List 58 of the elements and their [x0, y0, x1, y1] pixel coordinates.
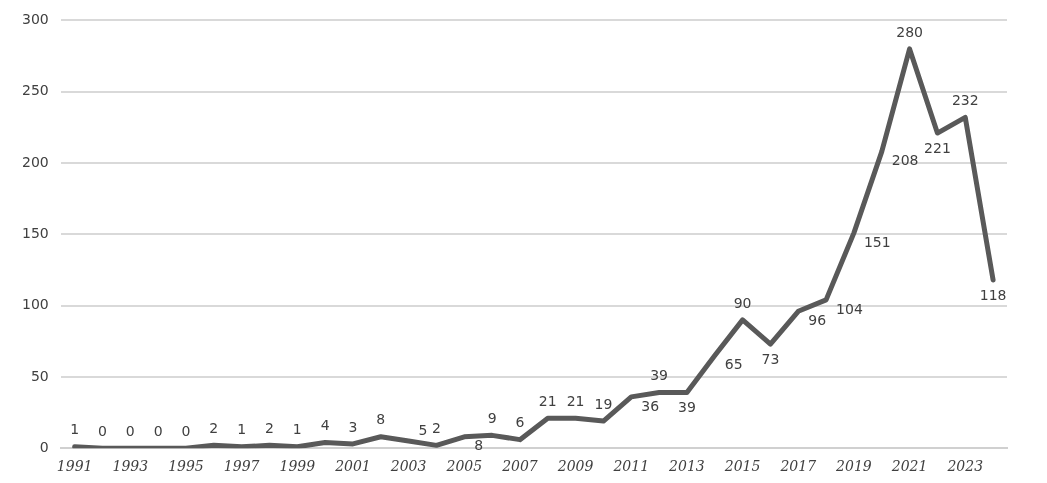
data-label: 73	[761, 350, 780, 367]
data-label: 96	[808, 311, 827, 328]
x-tick-label: 2021	[890, 458, 928, 475]
y-tick-label: 0	[39, 438, 49, 455]
data-label: 36	[641, 397, 660, 414]
x-tick-label: 2015	[723, 458, 761, 475]
data-label: 2	[265, 419, 274, 436]
data-label: 21	[566, 392, 585, 409]
data-label: 232	[951, 92, 979, 109]
data-label: 2	[431, 419, 441, 436]
data-label: 0	[153, 422, 163, 439]
data-label: 5	[418, 421, 428, 438]
y-tick-label: 100	[21, 296, 49, 313]
data-label: 151	[863, 233, 891, 250]
data-label: 90	[733, 294, 752, 311]
x-tick-label: 1995	[168, 458, 204, 475]
x-tick-label: 2023	[946, 458, 984, 475]
data-label: 4	[320, 417, 330, 434]
x-tick-label: 2005	[445, 458, 483, 475]
data-label: 1	[292, 421, 302, 438]
x-tick-label: 2007	[501, 458, 538, 475]
x-tick-label: 1991	[56, 458, 93, 475]
data-label: 8	[474, 437, 484, 454]
x-tick-label: 2003	[389, 458, 427, 475]
y-tick-label: 200	[21, 153, 49, 170]
y-tick-label: 150	[21, 224, 49, 241]
data-label: 0	[125, 422, 135, 439]
x-tick-label: 2001	[334, 458, 371, 475]
data-label: 208	[891, 152, 919, 169]
y-tick-label: 300	[21, 11, 49, 28]
data-label: 39	[650, 367, 669, 384]
data-label: 118	[979, 286, 1007, 303]
x-tick-label: 1993	[112, 458, 149, 475]
x-tick-label: 2019	[835, 458, 872, 475]
x-tick-label: 1999	[279, 458, 316, 475]
data-label: 3	[348, 418, 358, 435]
data-label: 21	[538, 392, 557, 409]
y-tick-label: 50	[30, 367, 49, 384]
x-tick-label: 2011	[612, 458, 650, 475]
y-tick-label: 250	[21, 82, 49, 99]
data-label: 104	[836, 300, 863, 317]
data-label: 9	[487, 410, 497, 427]
data-label: 1	[70, 421, 80, 438]
data-label: 221	[924, 139, 951, 156]
data-label: 280	[896, 23, 923, 40]
data-label: 2	[209, 419, 219, 436]
data-label: 0	[98, 422, 107, 439]
x-tick-label: 2009	[556, 458, 594, 475]
data-label: 65	[724, 356, 743, 373]
data-label: 19	[594, 395, 613, 412]
x-tick-label: 2013	[668, 458, 705, 475]
x-tick-label: 1997	[223, 458, 260, 475]
data-label: 6	[515, 414, 525, 431]
x-tick-label: 2017	[779, 458, 817, 475]
data-label: 39	[678, 399, 696, 416]
data-label: 0	[181, 422, 191, 439]
data-label: 1	[237, 421, 247, 438]
data-label: 8	[376, 411, 386, 428]
